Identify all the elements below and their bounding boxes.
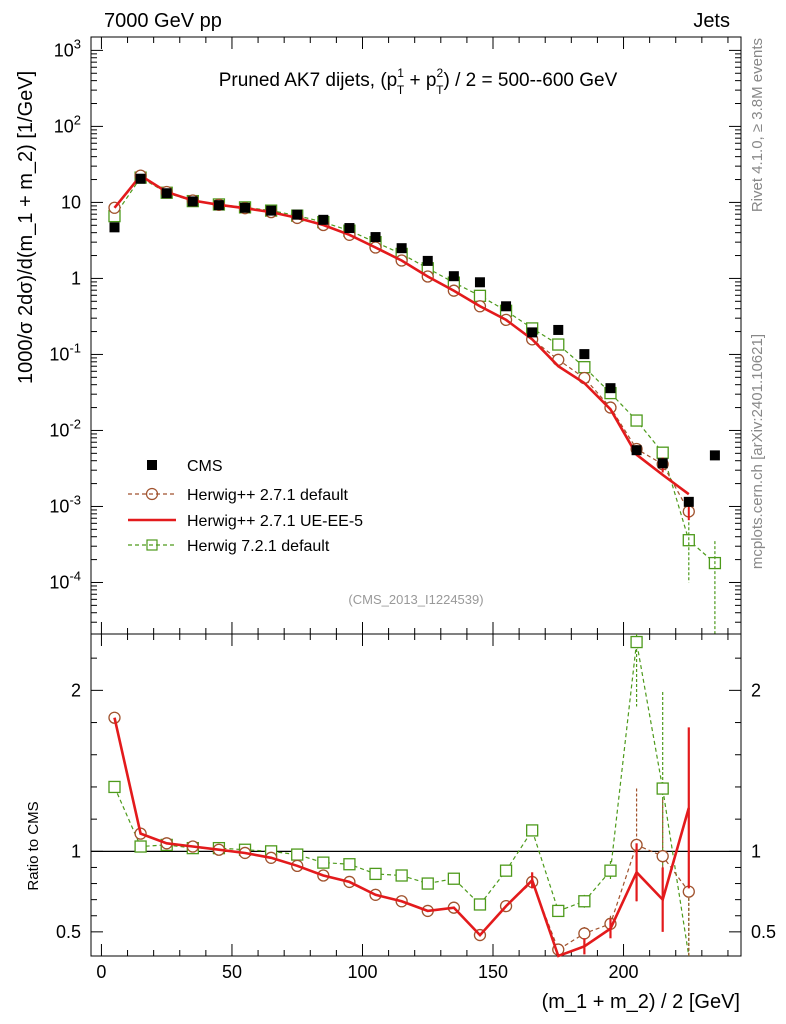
ratio-herwig7-point <box>369 867 382 881</box>
ratio-plot-frame <box>90 633 742 957</box>
legend-marker-cms <box>147 460 157 470</box>
herwig7-point <box>656 446 669 459</box>
ratio-herwig7-point <box>473 898 487 911</box>
legend-marker-herwig7 <box>146 539 158 551</box>
cms-data-point <box>370 232 381 243</box>
legend-label-herwigpp-ueee5: Herwig++ 2.7.1 UE-EE-5 <box>187 513 363 530</box>
cms-data-point <box>501 301 512 312</box>
y-tick-label: 10 <box>61 192 81 212</box>
cms-data-point <box>448 271 459 282</box>
ratio-herwig7-point <box>395 869 408 882</box>
x-tick-label: 150 <box>478 962 508 982</box>
ratio-herwig7-point <box>421 877 434 890</box>
ratio-herwig7-point <box>630 635 643 649</box>
side-source: mcplots.cern.ch [arXiv:2401.10621] <box>749 334 766 569</box>
cms-data-point <box>109 222 120 233</box>
ratio-y-tick-label-right: 1 <box>751 841 761 861</box>
ratio-herwig7-point <box>526 824 539 837</box>
legend-label-herwig7: Herwig 7.2.1 default <box>187 538 330 555</box>
cms-data-point <box>135 173 146 184</box>
main-title: Pruned AK7 dijets, (p1 T + p2 T) / 2 = 500… <box>219 66 618 97</box>
ratio-axes: 0 50 100 150 200 0.5 0.5 1 1 2 2 <box>56 634 776 982</box>
ratio-herwig7-point <box>656 782 669 795</box>
header-left: 7000 GeV pp <box>104 10 222 32</box>
cms-data-point <box>683 496 694 507</box>
legend: CMS Herwig++ 2.7.1 default Herwig++ 2.7.… <box>128 458 363 555</box>
main-y-label: 1000/σ 2dσ)/d(m_1 + m_2) [1/GeV] <box>15 71 37 384</box>
side-version: Rivet 4.1.0, ≥ 3.8M events <box>749 38 766 212</box>
ratio-y-tick-label-right: 2 <box>751 680 761 700</box>
cms-data-point <box>631 445 642 456</box>
ratio-herwig7-point <box>604 864 617 877</box>
cms-data-point <box>709 450 720 461</box>
ratio-herwig7-point <box>108 780 121 794</box>
cms-data-point <box>474 277 485 288</box>
cms-data-point <box>553 324 564 335</box>
cms-data-point <box>240 202 251 213</box>
herwig7-point <box>630 414 643 427</box>
ratio-y-tick-label: 0.5 <box>56 922 81 942</box>
x-axis-label: (m_1 + m_2) / 2 [GeV] <box>542 991 740 1013</box>
ratio-y-label: Ratio to CMS <box>25 801 42 890</box>
legend-label-herwigpp-default: Herwig++ 2.7.1 default <box>187 487 349 504</box>
ratio-y-tick-label: 1 <box>71 841 81 861</box>
ratio-herwig7-point <box>499 864 513 877</box>
cms-data-point <box>605 383 616 394</box>
header-right: Jets <box>693 10 730 32</box>
y-tick-label: 1 <box>71 268 81 288</box>
ratio-herwig7-point <box>134 840 147 853</box>
legend-marker-herwigpp-default <box>145 487 159 501</box>
ratio-herwigpp-default-point <box>578 927 591 940</box>
cms-data-point <box>422 255 433 266</box>
ratio-herwig7-point <box>317 856 330 869</box>
ratio-herwig7-point <box>447 872 461 885</box>
ratio-herwig7-point <box>343 858 356 871</box>
cms-data-point <box>187 196 198 207</box>
analysis-id: (CMS_2013_I1224539) <box>348 592 483 607</box>
cms-data-point <box>292 209 303 220</box>
ratio-herwig7-point <box>578 895 591 908</box>
ratio-y-tick-label: 2 <box>71 680 81 700</box>
ratio-herwigpp-default-point <box>656 850 669 863</box>
herwig7-point <box>552 338 565 351</box>
ratio-line-herwig-2-7-1-ue-ee-5 <box>113 717 691 958</box>
ratio-y-tick-label-right: 0.5 <box>751 922 776 942</box>
x-tick-label: 0 <box>96 962 106 982</box>
x-tick-label: 50 <box>222 962 242 982</box>
cms-data-point <box>344 223 355 234</box>
cms-data-point <box>213 200 224 211</box>
cms-data-point <box>396 243 407 254</box>
series-line-herwig-2-7-1-ue-ee-5 <box>113 173 690 496</box>
ratio-data-marks <box>108 634 695 958</box>
ratio-herwig7-point <box>552 904 565 918</box>
cms-data-point <box>161 188 172 199</box>
main-data-marks <box>108 169 722 634</box>
cms-data-point <box>318 214 329 225</box>
legend-label-cms: CMS <box>187 458 223 475</box>
x-tick-label: 200 <box>609 962 639 982</box>
x-tick-label: 100 <box>347 962 377 982</box>
cms-data-point <box>579 349 590 360</box>
herwig7-point <box>473 289 487 302</box>
herwig7-point <box>578 361 591 374</box>
cms-data-point <box>527 327 538 338</box>
y-tick-label: 10-3 <box>49 492 81 516</box>
cms-data-point <box>657 458 668 469</box>
cms-data-point <box>266 205 277 216</box>
ratio-herwig7-point <box>291 848 304 861</box>
